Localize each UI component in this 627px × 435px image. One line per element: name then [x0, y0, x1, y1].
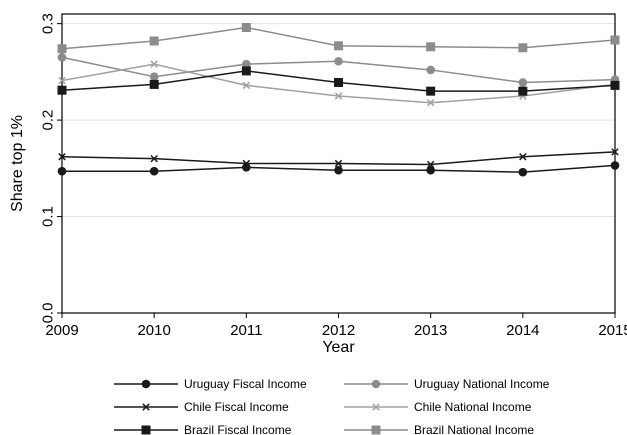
- legend-marker: [142, 403, 150, 411]
- legend-label: Brazil National Income: [414, 423, 534, 435]
- x-axis-ticks: 2009 2010 2011 2012 2013 2014 2015: [45, 313, 627, 339]
- data-point: [519, 153, 527, 161]
- data-point: [150, 60, 158, 68]
- legend-marker: [141, 425, 151, 435]
- data-point: [610, 80, 620, 90]
- legend-item: Chile Fiscal Income: [114, 400, 289, 414]
- data-point: [57, 166, 67, 176]
- x-tick-label: 2010: [137, 322, 170, 339]
- data-point: [57, 85, 67, 95]
- series-5: [57, 23, 620, 54]
- data-point: [57, 53, 67, 62]
- data-point: [242, 81, 251, 90]
- data-point: [518, 86, 528, 96]
- data-point: [241, 23, 251, 33]
- data-point: [58, 153, 66, 161]
- legend-label: Uruguay National Income: [414, 377, 550, 391]
- series-0: [57, 161, 620, 177]
- data-point: [57, 44, 67, 54]
- x-axis-label: Year: [322, 339, 355, 356]
- x-tick-label: 2009: [45, 322, 78, 339]
- y-tick-label: 0.3: [40, 13, 57, 34]
- data-point: [149, 36, 159, 46]
- data-point: [610, 35, 620, 45]
- data-point: [518, 78, 528, 87]
- data-point: [426, 65, 435, 75]
- data-point: [334, 41, 343, 51]
- x-tick-label: 2013: [414, 322, 447, 339]
- data-point: [149, 72, 159, 81]
- series-layer: [57, 23, 620, 177]
- series-2: [58, 148, 619, 169]
- data-point: [426, 160, 435, 169]
- legend-marker: [372, 403, 380, 411]
- data-point: [242, 159, 251, 168]
- data-point: [426, 42, 436, 52]
- data-point: [242, 59, 251, 69]
- data-point: [518, 43, 528, 53]
- data-point: [150, 154, 158, 163]
- data-point: [334, 159, 343, 168]
- data-point: [334, 56, 343, 66]
- y-axis-label: Share top 1%: [9, 115, 26, 212]
- data-point: [334, 77, 343, 87]
- y-tick-label: 0.0: [40, 303, 57, 324]
- y-axis-ticks: 0.0 0.1 0.2 0.3: [40, 13, 62, 324]
- legend-item: Brazil Fiscal Income: [114, 423, 292, 435]
- legend-label: Chile National Income: [414, 400, 532, 414]
- legend-marker: [141, 379, 151, 389]
- legend-item: Brazil National Income: [344, 423, 534, 435]
- legend-marker: [371, 379, 381, 389]
- data-point: [426, 165, 435, 175]
- data-point: [426, 86, 436, 96]
- data-point: [611, 148, 619, 156]
- legend-label: Uruguay Fiscal Income: [184, 377, 307, 391]
- legend-item: Chile National Income: [344, 400, 532, 414]
- data-point: [241, 66, 251, 76]
- legend: Uruguay Fiscal Income Uruguay National In…: [114, 377, 550, 435]
- data-point: [149, 79, 159, 89]
- x-tick-label: 2012: [322, 322, 355, 339]
- data-point: [334, 165, 343, 175]
- data-point: [610, 161, 620, 170]
- x-tick-label: 2014: [506, 322, 539, 339]
- data-point: [334, 92, 343, 100]
- data-point: [426, 99, 435, 107]
- y-tick-label: 0.1: [40, 206, 57, 227]
- legend-item: Uruguay National Income: [344, 377, 550, 391]
- y-tick-label: 0.2: [40, 110, 57, 131]
- data-point: [149, 166, 159, 176]
- legend-marker: [371, 425, 381, 435]
- legend-label: Brazil Fiscal Income: [184, 423, 292, 435]
- legend-label: Chile Fiscal Income: [184, 400, 289, 414]
- series-4: [57, 66, 620, 96]
- data-point: [58, 76, 66, 85]
- x-tick-label: 2011: [230, 322, 262, 339]
- legend-item: Uruguay Fiscal Income: [114, 377, 307, 391]
- data-point: [518, 167, 528, 177]
- x-tick-label: 2015: [598, 322, 627, 339]
